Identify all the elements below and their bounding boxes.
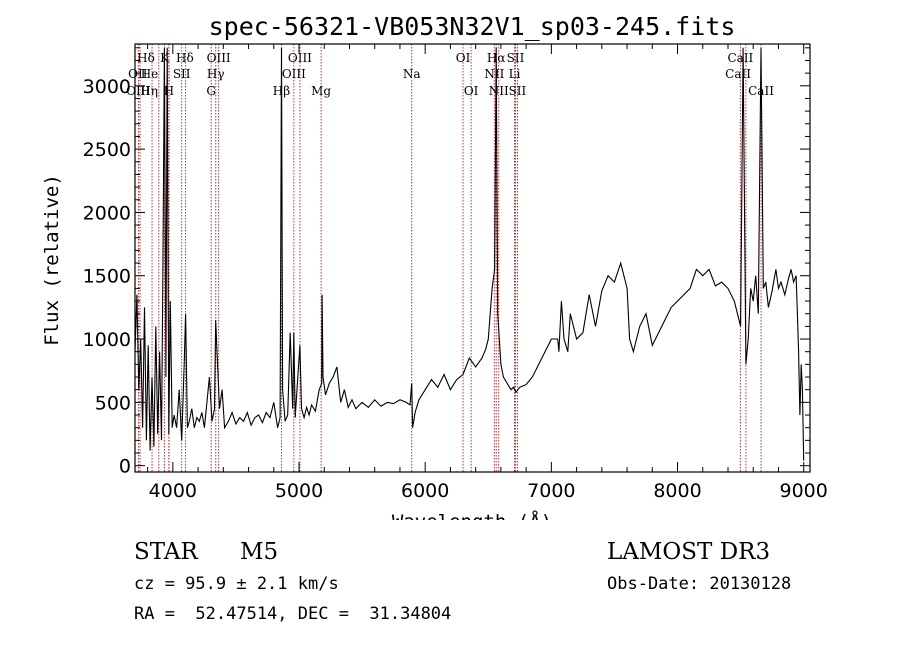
line-label: Mg — [311, 84, 331, 98]
coordinates-text: RA = 52.47514, DEC = 31.34804 — [134, 604, 452, 624]
spectral-line-markers — [137, 44, 762, 472]
y-tick-label: 0 — [119, 456, 131, 478]
plot-frame — [134, 43, 811, 473]
line-label: OIII — [207, 51, 231, 65]
line-label: OI — [456, 51, 471, 65]
line-label: SII — [509, 84, 527, 98]
line-label: CaII — [727, 51, 753, 65]
line-label: OI — [464, 84, 479, 98]
line-label: Li — [509, 67, 521, 81]
line-label: G — [206, 84, 216, 98]
x-axis-label: Wavelength (Å) — [392, 510, 552, 520]
y-tick-label: 3000 — [83, 76, 131, 98]
line-label: Hγ — [207, 67, 225, 81]
line-label: H — [164, 84, 174, 98]
line-labels: Hδ OII OIII He Hη K H SII Hδ OIII Hγ G Hβ OIII OIII Mg N… — [126, 51, 774, 98]
line-label: OIII — [288, 51, 312, 65]
chart-title: spec-56321-VB053N32V1_sp03-245.fits — [209, 12, 736, 41]
line-label: CaII — [748, 84, 774, 98]
y-axis-label: Flux (relative) — [41, 174, 63, 346]
y-tick-label: 1500 — [83, 266, 131, 288]
y-tick-label: 500 — [95, 392, 131, 414]
line-label: Hδ — [176, 51, 194, 65]
spectrum-chart: spec-56321-VB053N32V1_sp03-245.fits 4000… — [41, 12, 828, 520]
object-class: STAR — [134, 539, 198, 565]
y-tick-label: 2000 — [83, 202, 131, 224]
object-subclass: M5 — [240, 539, 279, 565]
line-label: CaII — [725, 67, 751, 81]
line-label: He — [141, 67, 159, 81]
redshift-text: cz = 95.9 ± 2.1 km/s — [134, 574, 339, 594]
line-label: K — [160, 51, 170, 65]
x-tick-label: 8000 — [653, 480, 701, 502]
line-label: SII — [173, 67, 191, 81]
line-label: NII — [484, 67, 504, 81]
survey-name: LAMOST DR3 — [607, 539, 771, 565]
x-tick-label: 7000 — [527, 480, 575, 502]
line-label: Hδ — [137, 51, 155, 65]
x-tick-label: 9000 — [780, 480, 828, 502]
line-label: Na — [403, 67, 421, 81]
obs-date-text: Obs-Date: 20130128 — [607, 574, 792, 594]
line-label: OIII — [282, 67, 306, 81]
y-tick-label: 2500 — [83, 139, 131, 161]
x-tick-label: 6000 — [401, 480, 449, 502]
line-label: Hα — [487, 51, 506, 65]
line-label: Hη — [140, 84, 158, 98]
line-label: OIII — [126, 84, 150, 98]
y-tick-label: 1000 — [83, 329, 131, 351]
line-label: NII — [489, 84, 509, 98]
x-tick-label: 5000 — [275, 480, 323, 502]
axis-ticks: 4000 5000 6000 7000 8000 9000 0 500 1000 1500 2000… — [83, 44, 828, 502]
line-label: SII — [507, 51, 525, 65]
spectrum-series — [134, 47, 805, 461]
line-label: Hβ — [273, 84, 290, 98]
x-tick-label: 4000 — [149, 480, 197, 502]
line-label: OII — [128, 67, 148, 81]
